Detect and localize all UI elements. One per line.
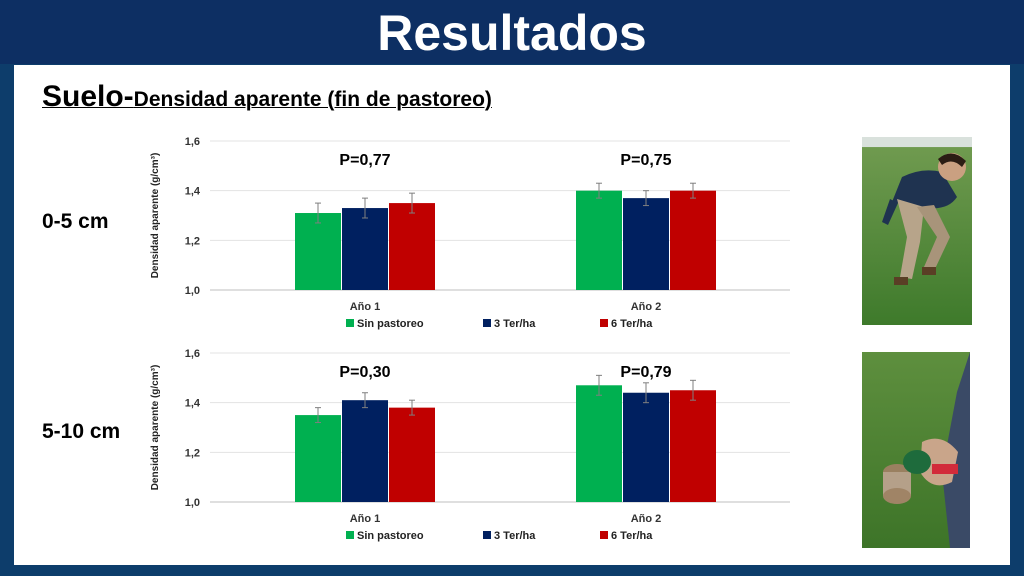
density-chart-5-10cm: 1,0 1,2 1,4 1,6 Densidad aparente (g/cm³) Año… — [150, 348, 790, 542]
y-tick-label: 1,6 — [185, 348, 200, 360]
p-value-label: P=0,30 — [339, 364, 390, 381]
y-tick-label: 1,2 — [185, 447, 200, 459]
bar-3-ter-ha — [623, 392, 669, 502]
category-label: Año 1 — [350, 301, 381, 313]
field-photo-soil-sample — [862, 352, 970, 548]
p-value-label: P=0,79 — [620, 364, 671, 381]
category-label: Año 2 — [631, 301, 662, 313]
bar-sin-pastoreo — [576, 190, 622, 290]
p-value-label: P=0,77 — [339, 152, 390, 169]
bar-3-ter-ha — [342, 208, 388, 290]
p-value-label: P=0,75 — [620, 152, 671, 169]
subtitle-main: Suelo- — [42, 80, 134, 113]
legend-label: 3 Ter/ha — [494, 318, 536, 330]
legend-swatch — [483, 319, 491, 327]
subtitle-detail: Densidad aparente (fin de pastoreo) — [133, 88, 492, 111]
y-axis-label: Densidad aparente (g/cm³) — [150, 365, 161, 491]
legend-swatch — [346, 531, 354, 539]
bar-sin-pastoreo — [295, 415, 341, 502]
legend-label: Sin pastoreo — [357, 530, 424, 542]
y-tick-label: 1,0 — [185, 497, 200, 509]
bar-6-ter-ha — [670, 390, 716, 502]
y-tick-label: 1,2 — [185, 235, 200, 247]
y-tick-label: 1,4 — [185, 398, 201, 410]
bar-3-ter-ha — [342, 400, 388, 502]
depth-label-0-5: 0-5 cm — [42, 210, 109, 233]
legend-label: 6 Ter/ha — [611, 318, 653, 330]
y-tick-label: 1,6 — [185, 136, 200, 148]
y-tick-label: 1,4 — [185, 186, 201, 198]
y-tick-label: 1,0 — [185, 285, 200, 297]
legend-swatch — [483, 531, 491, 539]
legend-label: 3 Ter/ha — [494, 530, 536, 542]
bar-6-ter-ha — [670, 190, 716, 290]
legend-swatch — [600, 319, 608, 327]
legend-label: Sin pastoreo — [357, 318, 424, 330]
page-title: Resultados — [377, 5, 647, 61]
depth-label-5-10: 5-10 cm — [42, 420, 121, 443]
density-chart-0-5cm: 1,0 1,2 1,4 1,6 Densidad aparente (g/cm³) Año… — [150, 136, 790, 330]
legend-label: 6 Ter/ha — [611, 530, 653, 542]
bar-sin-pastoreo — [576, 385, 622, 502]
legend-swatch — [346, 319, 354, 327]
bar-6-ter-ha — [389, 203, 435, 290]
category-label: Año 2 — [631, 513, 662, 525]
bar-6-ter-ha — [389, 407, 435, 502]
slide-subtitle: Suelo-Densidad aparente (fin de pastoreo… — [42, 80, 492, 114]
y-axis-label: Densidad aparente (g/cm³) — [150, 153, 161, 279]
category-label: Año 1 — [350, 513, 381, 525]
field-photo-person — [862, 137, 972, 325]
bar-sin-pastoreo — [295, 213, 341, 290]
content-panel — [14, 65, 1010, 565]
legend-swatch — [600, 531, 608, 539]
bar-3-ter-ha — [623, 198, 669, 290]
header-bar — [0, 0, 1024, 64]
